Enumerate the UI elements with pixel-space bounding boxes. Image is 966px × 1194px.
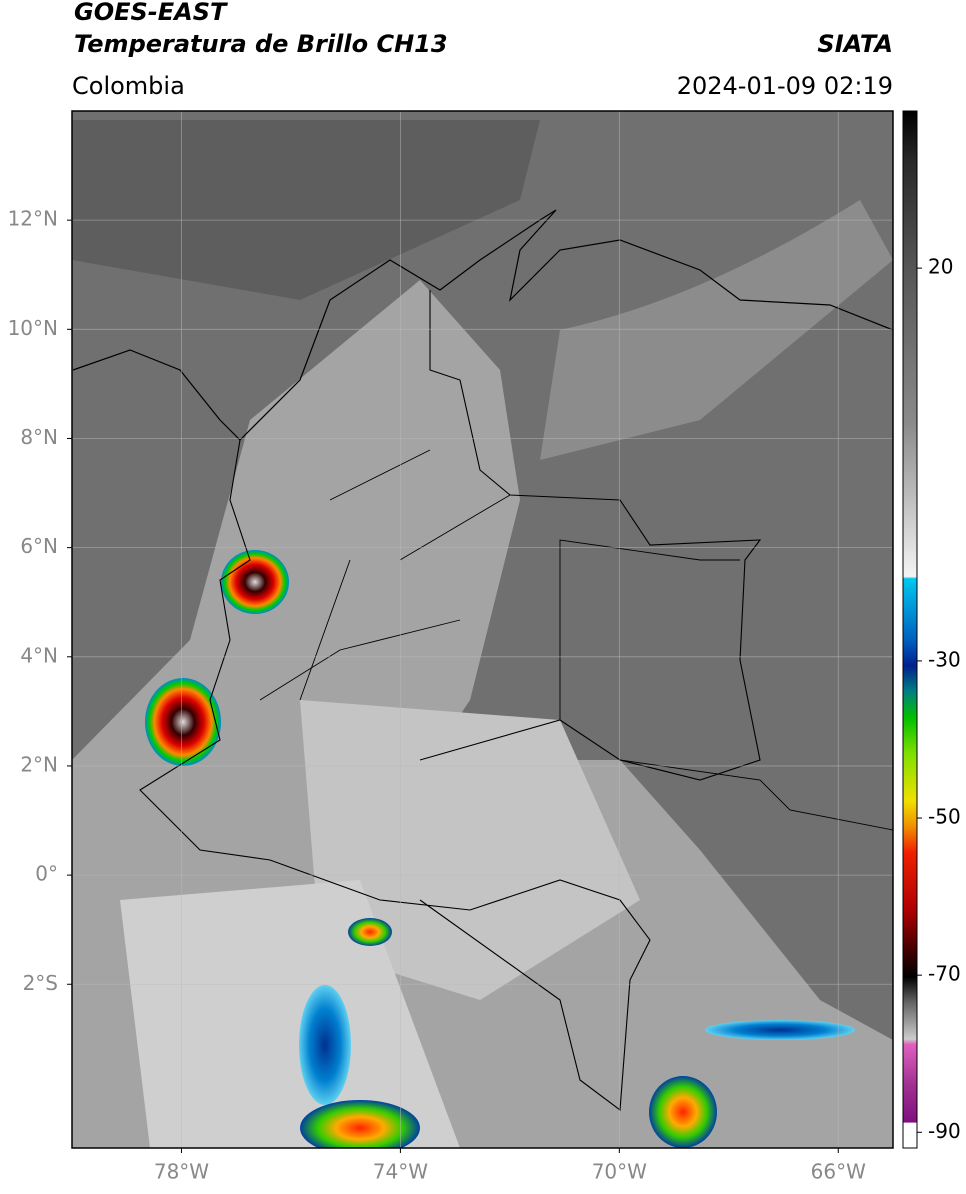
y-tick-label: 2°S: [23, 971, 58, 995]
datetime: 2024-01-09 02:19: [677, 72, 893, 100]
map-frame: [71, 110, 894, 1149]
y-tick-label: 2°N: [20, 752, 58, 776]
colorbar-tick-label: -90: [928, 1119, 961, 1143]
region: Colombia: [72, 72, 185, 100]
x-tick-label: 78°W: [154, 1160, 209, 1184]
x-tick-label: 70°W: [592, 1160, 647, 1184]
y-tick-label: 4°N: [20, 643, 58, 667]
colorbar-tick-label: -30: [928, 647, 961, 671]
x-tick-label: 74°W: [373, 1160, 428, 1184]
satellite-image: [72, 111, 893, 1148]
y-tick-label: 0°: [35, 862, 58, 886]
colorbar: [902, 110, 918, 1149]
y-tick-label: 12°N: [8, 207, 58, 231]
x-tick-label: 66°W: [811, 1160, 866, 1184]
y-tick-label: 8°N: [20, 425, 58, 449]
colorbar-tick-label: -70: [928, 962, 961, 986]
source: SIATA: [817, 30, 893, 58]
y-tick-label: 6°N: [20, 534, 58, 558]
colorbar-tick-label: 20: [928, 255, 953, 279]
y-tick-label: 10°N: [8, 316, 58, 340]
graticule: [72, 111, 893, 1148]
title: GOES-EAST: [74, 0, 228, 26]
colorbar-tick-label: -50: [928, 805, 961, 829]
subtitle: Temperatura de Brillo CH13: [74, 30, 448, 58]
